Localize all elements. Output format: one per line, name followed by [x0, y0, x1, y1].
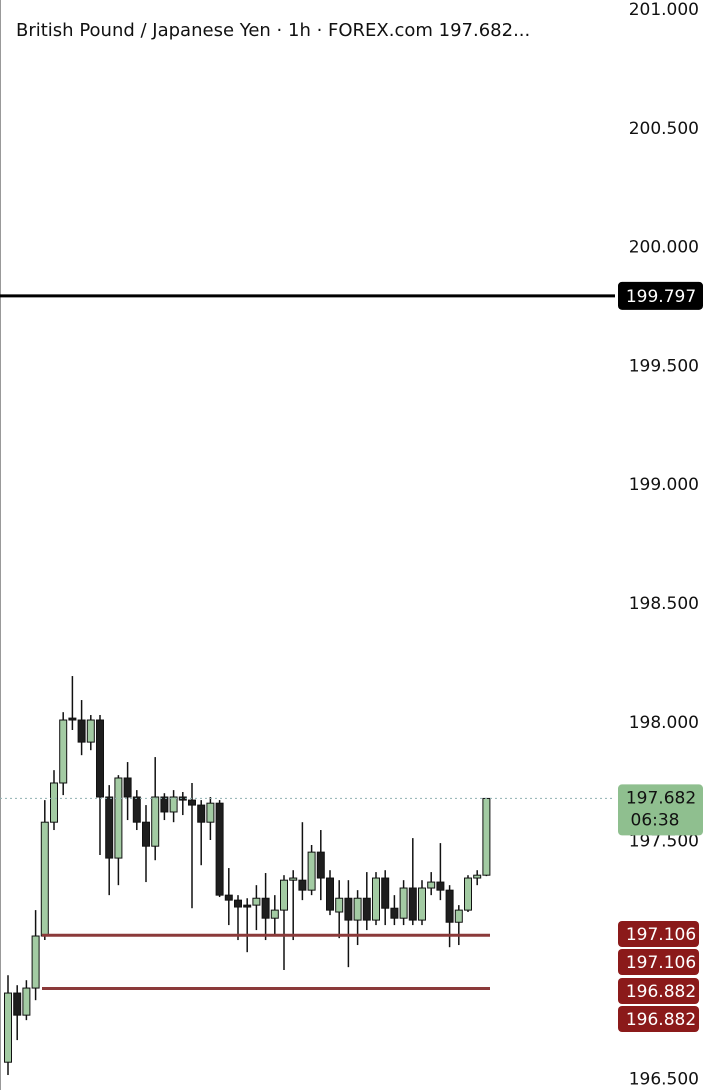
- candle-body: [445, 889, 454, 923]
- candle-body: [482, 797, 491, 876]
- candle-body: [13, 992, 22, 1016]
- candle-body: [408, 887, 417, 921]
- candle-body: [473, 874, 482, 879]
- countdown-label: 06:38: [631, 810, 680, 830]
- candle-body: [353, 897, 362, 921]
- candle-body: [390, 907, 399, 919]
- price-badge: [618, 978, 699, 1004]
- candle-body: [114, 777, 123, 859]
- candle-body: [418, 887, 426, 921]
- price-badge-label: 196.882: [626, 982, 696, 1002]
- candle-body: [50, 782, 58, 823]
- y-tick-label: 198.000: [629, 713, 699, 733]
- candle-body: [224, 894, 233, 901]
- candle-body: [169, 796, 178, 813]
- candle-body: [298, 879, 307, 891]
- candle-body: [270, 909, 279, 919]
- candle-body: [4, 992, 12, 1063]
- candle-body: [96, 719, 104, 798]
- price-badge-label: 197.106: [626, 953, 696, 973]
- y-tick-label: 197.500: [629, 832, 699, 852]
- candle-body: [326, 877, 334, 911]
- y-tick-label: 201.000: [629, 0, 699, 20]
- price-badge: [618, 281, 703, 310]
- price-badge: [618, 1006, 699, 1032]
- candle-body: [59, 719, 68, 784]
- y-tick-label: 199.500: [629, 356, 699, 376]
- candle-body: [234, 899, 242, 908]
- candle-body: [427, 881, 436, 889]
- price-badge-label: 196.882: [626, 1010, 696, 1030]
- candle-body: [436, 881, 445, 891]
- price-badge-label: 199.797: [626, 287, 696, 307]
- candle-body: [142, 821, 150, 847]
- last-price-label: 197.682: [626, 788, 696, 808]
- y-tick-label: 198.500: [629, 594, 699, 614]
- y-tick-label: 196.500: [629, 1069, 699, 1089]
- candle-body: [160, 796, 169, 813]
- y-tick-label: 200.000: [629, 238, 699, 258]
- price-badge-label: 197.106: [626, 925, 696, 945]
- candle-body: [206, 802, 215, 823]
- candle-body: [454, 909, 463, 923]
- candle-body: [123, 777, 132, 798]
- candle-body: [399, 887, 408, 919]
- candle-body: [215, 802, 224, 896]
- candle-body: [132, 796, 141, 823]
- candle-body: [362, 897, 371, 921]
- candle-body: [280, 879, 288, 911]
- candle-body: [86, 719, 95, 743]
- candle-body: [151, 796, 160, 847]
- candle-body: [307, 851, 316, 891]
- candle-body: [40, 821, 49, 937]
- chart-title: British Pound / Japanese Yen · 1h · FORE…: [16, 20, 530, 41]
- candle-body: [316, 851, 325, 879]
- candle-body: [335, 897, 344, 913]
- price-badge: [618, 949, 699, 975]
- candle-body: [464, 877, 472, 911]
- candle-body: [105, 796, 114, 859]
- candle-body: [381, 877, 390, 909]
- y-tick-label: 200.500: [629, 119, 699, 139]
- candle-body: [188, 799, 196, 806]
- candle-body: [252, 897, 261, 906]
- candle-body: [243, 904, 252, 908]
- candle-body: [289, 877, 298, 881]
- candle-body: [261, 897, 270, 919]
- candle-body: [31, 935, 40, 989]
- candle-body: [77, 719, 86, 743]
- candle-body: [344, 897, 353, 921]
- y-tick-label: 199.000: [629, 475, 699, 495]
- candle-body: [68, 717, 77, 721]
- candle-body: [22, 987, 31, 1016]
- candle-body: [197, 804, 206, 823]
- candle-body: [372, 877, 380, 921]
- price-badge: [618, 921, 699, 947]
- last-price-badge: [618, 784, 703, 836]
